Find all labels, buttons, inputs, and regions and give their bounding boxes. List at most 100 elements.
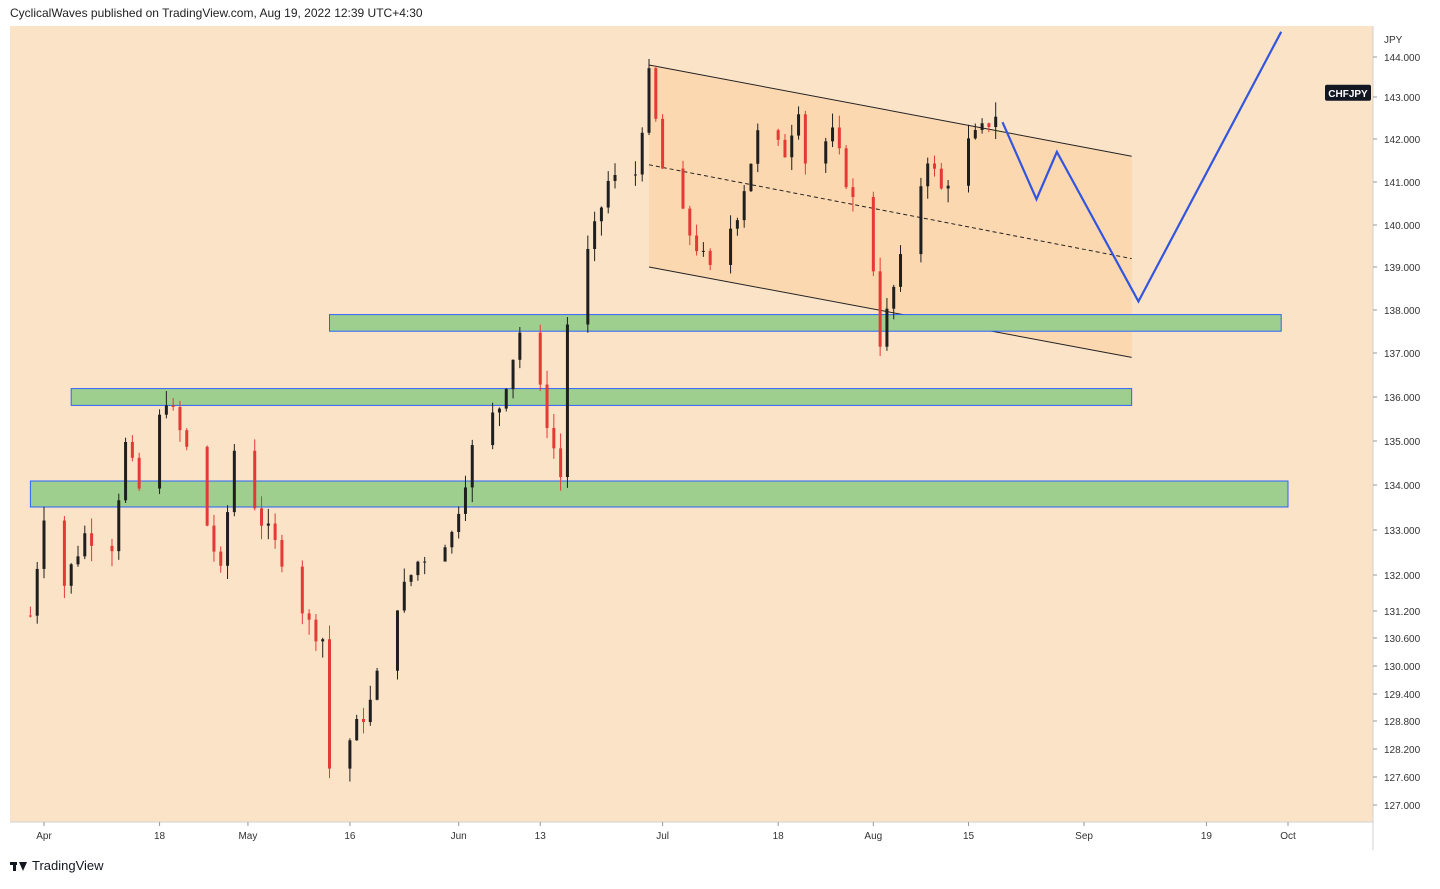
y-tick-label: 137.000 [1384,349,1421,360]
candle-body [171,405,175,407]
candle-body [661,118,665,169]
candle [647,58,651,136]
candle [76,545,80,567]
y-tick-label: 127.000 [1384,801,1421,812]
x-tick-label: 13 [535,831,547,842]
candle-body [695,235,699,252]
support-zone-2 [70,388,1133,406]
y-tick-label: 134.000 [1384,481,1421,492]
candle-body [35,568,39,616]
candle-body [735,220,739,229]
candle-body [416,561,420,576]
candle [226,505,230,579]
candle [878,257,882,357]
candle [559,433,563,491]
candle [729,215,733,274]
candle-body [967,138,971,186]
x-tick-label: May [238,831,257,842]
candle-body [395,610,399,671]
candle-body [973,130,977,139]
candle-body [328,639,332,769]
x-tick-label: Apr [36,831,52,842]
candle [205,445,209,527]
candle [797,106,801,140]
candle [538,324,542,392]
candle [933,155,937,177]
candle-body [783,139,787,158]
x-tick-label: Jul [656,831,669,842]
candle-body [511,359,515,390]
candle [450,530,454,554]
candle [124,437,128,503]
candle [307,609,311,635]
candle [606,171,610,214]
candle-body [83,533,87,557]
projection-path [1001,31,1283,304]
axes: JPY 144.000 143.000 142.000 141.000 140.000 13… [10,26,1440,850]
candle-body [76,556,80,565]
candle [375,667,379,701]
candle [613,163,617,189]
regression-channel [648,64,1132,358]
candle-body [647,68,651,133]
candle-body [586,248,590,325]
candle-body [899,254,903,287]
footer-brand[interactable]: TradingView [10,858,104,873]
y-tick-label: 143.000 [1384,93,1421,104]
x-tick-label: Sep [1075,831,1093,842]
y-tick-label: 131.200 [1384,607,1421,618]
candle-body [314,619,318,642]
candle [35,561,39,624]
candle [137,452,141,491]
candle [790,124,794,171]
candle-body [504,389,508,409]
candle [871,191,875,277]
candle [164,391,168,419]
candle [260,496,264,540]
candle [253,439,257,511]
candle-body [69,564,73,586]
candle [355,714,359,741]
candle-body [790,135,794,158]
candle-body [987,123,991,128]
candle [695,224,699,256]
candle-body [110,545,114,552]
candle [232,444,236,517]
y-tick-label: 135.000 [1384,437,1421,448]
candle-body [457,513,461,532]
candle-body [518,332,522,360]
candle [42,506,46,579]
candle-body [423,561,427,563]
candle-body [212,525,216,552]
candle-body [348,740,352,769]
candle [586,235,590,333]
candle [926,157,930,199]
candle-body [933,163,937,169]
candle-body [559,448,563,478]
candle-body [837,127,841,149]
candle-body [593,221,597,249]
candle [28,606,32,618]
candle-body [42,520,46,569]
candle [280,534,284,573]
candle [423,556,427,575]
candle [892,284,896,320]
y-tick-label: 132.000 [1384,571,1421,582]
support-zone-3 [29,480,1289,508]
candle [688,205,692,246]
candle-body [266,523,270,526]
candle-body [756,130,760,164]
candle-body [776,130,780,140]
candle-body [450,531,454,548]
candle [824,137,828,173]
candle [946,180,950,203]
candle [83,525,87,560]
candle-body [613,175,617,181]
y-tick-label: 144.000 [1384,53,1421,64]
candle [681,160,685,210]
candle [987,122,991,133]
candle-body [729,228,733,265]
candle-body [878,271,882,347]
